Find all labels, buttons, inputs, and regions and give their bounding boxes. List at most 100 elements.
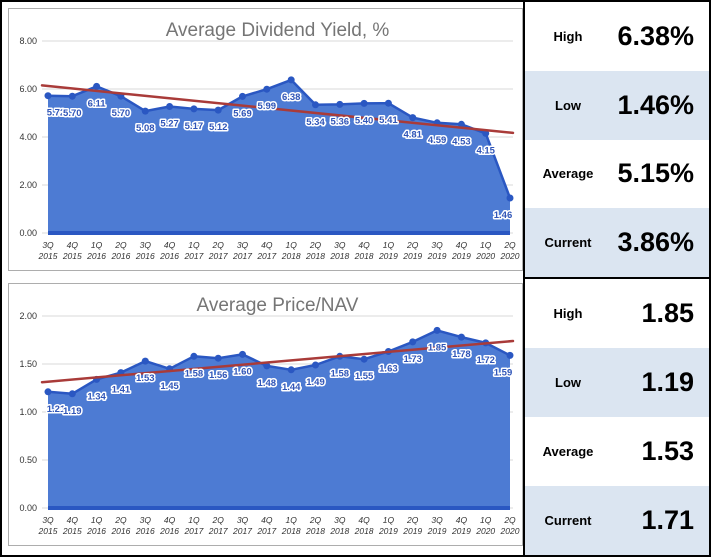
x-axis-label: 1Q 2016 [86, 515, 106, 536]
data-point-label: 4.15 [476, 145, 495, 156]
stats-value-current: 1.71 [641, 505, 694, 535]
dividend-yield-chart-canvas: 8.00 6.00 4.00 2.00 0.00 Average Dividend Yie… [19, 20, 520, 261]
stats-value-high: 6.38% [617, 20, 694, 51]
x-axis-label: 4Q 2015 [62, 240, 82, 261]
data-point-marker [239, 92, 246, 100]
stats-row-average: Average 1.53 [525, 417, 709, 486]
stats-value-average: 5.15% [617, 158, 694, 189]
chart-title: Average Price/NAV [197, 295, 359, 316]
stats-row-high: High 1.85 [525, 279, 709, 348]
data-point-label: 1.21 [47, 404, 66, 415]
x-axis-label: 1Q 2016 [86, 240, 106, 261]
data-point-label: 1.58 [185, 368, 204, 379]
stats-label-high: High [553, 306, 583, 321]
data-point-marker [360, 355, 368, 363]
data-point-marker [287, 76, 295, 84]
x-axis-label: 4Q 2017 [256, 240, 276, 261]
data-point-label: 5.70 [63, 108, 82, 119]
data-point-label: 1.78 [452, 349, 471, 360]
data-point-marker [44, 388, 52, 396]
data-point-marker [409, 338, 417, 346]
data-point-marker [384, 99, 392, 107]
stats-row-current: Current 3.86% [525, 208, 709, 277]
data-point-label: 5.99 [258, 101, 277, 112]
y-axis-label: 4.00 [19, 132, 37, 142]
data-point-marker [506, 194, 514, 202]
x-axis-label: 2Q 2018 [305, 515, 325, 536]
x-axis-label: 1Q 2019 [378, 240, 398, 261]
stats-label-high: High [553, 28, 583, 44]
data-point-label: 5.12 [209, 122, 228, 133]
stats-column: High 6.38% Low 1.46% Average 5.15% Curre… [523, 2, 709, 555]
x-axis-label: 3Q 2019 [427, 515, 447, 536]
x-axis-label: 2Q 2017 [208, 515, 228, 536]
stats-row-average: Average 5.15% [525, 140, 709, 209]
x-axis-label: 2Q 2020 [500, 515, 520, 536]
data-point-label: 4.59 [428, 135, 447, 146]
data-point-label: 1.72 [476, 355, 495, 366]
data-point-label: 5.40 [355, 115, 374, 126]
price-nav-stats-panel: High 1.85 Low 1.19 Average 1.53 Current … [525, 279, 709, 555]
data-point-label: 1.60 [233, 366, 252, 377]
stats-label-average: Average [542, 166, 594, 182]
stats-value-high: 1.85 [641, 298, 694, 328]
data-point-label: 1.85 [428, 342, 447, 353]
data-point-marker [44, 92, 52, 100]
stats-label-average: Average [542, 444, 594, 459]
data-point-label: 1.53 [136, 373, 155, 384]
y-axis-label: 6.00 [19, 84, 37, 94]
data-point-label: 4.53 [452, 136, 471, 147]
data-point-label: 1.55 [355, 371, 374, 382]
price-nav-chart: 2.00 1.50 1.00 0.50 0.00 Average Price/NAV 1.2… [8, 283, 523, 546]
data-point-marker [506, 351, 514, 359]
data-point-marker [457, 120, 465, 128]
y-axis-label: 1.00 [19, 407, 37, 417]
y-axis-label: 0.00 [19, 503, 37, 513]
price-nav-chart-canvas: 2.00 1.50 1.00 0.50 0.00 Average Price/NAV 1.2… [19, 295, 520, 536]
data-point-label: 5.69 [233, 108, 252, 119]
x-axis-label: 4Q 2018 [354, 240, 374, 261]
x-axis-label: 4Q 2016 [159, 515, 179, 536]
x-axis-label: 3Q 2015 [38, 515, 58, 536]
x-axis-label: 3Q 2018 [329, 240, 349, 261]
data-point-label: 5.72 [47, 108, 66, 119]
data-point-marker [312, 101, 319, 109]
data-point-marker [214, 106, 222, 114]
data-point-marker [141, 107, 149, 115]
x-axis-label: 2Q 2017 [208, 240, 228, 261]
stats-value-current: 3.86% [617, 227, 694, 258]
x-axis-label: 4Q 2016 [159, 240, 179, 261]
stats-row-low: Low 1.19 [525, 348, 709, 417]
x-axis-label: 1Q 2020 [475, 240, 495, 261]
x-axis-label: 1Q 2017 [183, 515, 203, 536]
data-point-label: 5.41 [379, 115, 398, 126]
data-point-marker [190, 105, 198, 113]
x-axis-label: 3Q 2017 [232, 240, 252, 261]
x-axis-label: 3Q 2016 [135, 240, 155, 261]
data-point-marker [409, 114, 417, 122]
data-point-label: 4.81 [403, 130, 422, 141]
data-point-label: 6.38 [282, 92, 301, 103]
y-axis-label: 2.00 [19, 311, 37, 321]
data-point-label: 5.34 [306, 117, 325, 128]
data-point-marker [433, 326, 441, 334]
x-axis-label: 4Q 2019 [451, 515, 471, 536]
data-point-label: 5.36 [331, 116, 350, 127]
data-point-marker [68, 390, 76, 398]
stats-row-low: Low 1.46% [525, 70, 709, 140]
data-point-marker [287, 366, 295, 374]
stats-value-low: 1.19 [641, 367, 694, 397]
data-point-label: 1.49 [306, 377, 325, 388]
x-axis-label: 3Q 2016 [135, 515, 155, 536]
chart-title: Average Dividend Yield, % [166, 20, 390, 41]
data-point-label: 1.63 [379, 364, 398, 375]
x-axis-label: 2Q 2020 [500, 240, 520, 261]
stats-label-low: Low [555, 97, 581, 113]
data-point-label: 6.11 [88, 98, 107, 109]
data-point-label: 1.34 [87, 391, 106, 402]
series-line [47, 78, 512, 199]
dividend-yield-chart: 8.00 6.00 4.00 2.00 0.00 Average Dividend Yie… [8, 8, 523, 271]
data-point-marker [457, 333, 465, 341]
series-line [47, 329, 511, 396]
stats-label-current: Current [544, 513, 592, 528]
